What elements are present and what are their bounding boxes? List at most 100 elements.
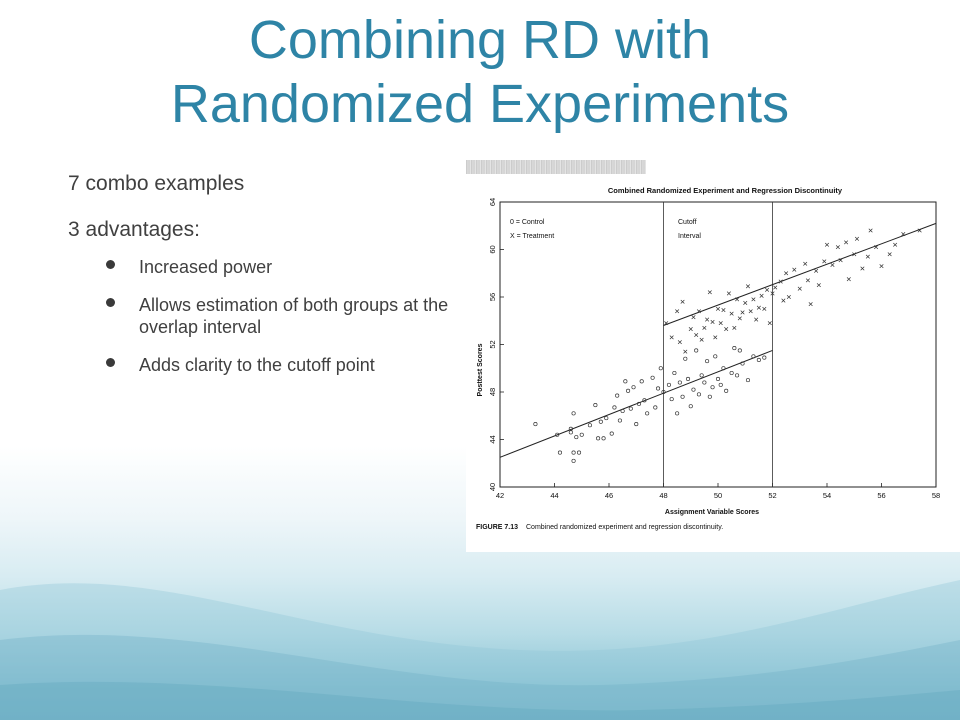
treatment-point bbox=[683, 349, 688, 354]
bullet-item: Adds clarity to the cutoff point bbox=[106, 354, 458, 376]
bullet-text: Adds clarity to the cutoff point bbox=[139, 355, 375, 375]
treatment-point-mark bbox=[797, 286, 802, 291]
treatment-point bbox=[805, 278, 810, 283]
control-point bbox=[579, 432, 584, 437]
treatment-point-mark bbox=[765, 287, 770, 292]
treatment-point-mark bbox=[830, 262, 835, 267]
control-point bbox=[639, 379, 644, 384]
slide-body: 7 combo examples 3 advantages: Increased… bbox=[68, 172, 458, 392]
treatment-point bbox=[707, 290, 712, 295]
treatment-point bbox=[724, 327, 729, 332]
treatment-point bbox=[865, 254, 870, 259]
treatment-point-mark bbox=[854, 236, 860, 241]
chart-title: Combined Randomized Experiment and Regre… bbox=[608, 186, 843, 195]
treatment-point-mark bbox=[675, 309, 680, 314]
treatment-point-mark bbox=[781, 298, 786, 303]
treatment-point bbox=[710, 319, 715, 324]
treatment-point-mark bbox=[705, 317, 710, 322]
treatment-point bbox=[721, 308, 726, 313]
treatment-point-mark bbox=[751, 297, 756, 302]
treatment-point bbox=[691, 315, 696, 320]
control-point bbox=[683, 356, 688, 361]
treatment-point bbox=[874, 245, 879, 250]
bullet-dot-icon bbox=[106, 298, 115, 307]
treatment-point bbox=[778, 279, 783, 284]
treatment-point bbox=[835, 245, 840, 250]
treatment-point bbox=[759, 293, 764, 298]
treatment-point-mark bbox=[868, 228, 873, 233]
body-line-combo-examples: 7 combo examples bbox=[68, 172, 245, 195]
control-point bbox=[571, 411, 576, 416]
treatment-point bbox=[715, 306, 721, 311]
control-point bbox=[702, 380, 707, 385]
treatment-point-mark bbox=[721, 308, 726, 313]
control-point bbox=[656, 386, 661, 391]
control-point bbox=[596, 436, 601, 441]
control-point bbox=[707, 394, 712, 399]
treatment-point bbox=[765, 287, 770, 292]
treatment-point-mark bbox=[786, 294, 791, 300]
treatment-point bbox=[792, 267, 797, 272]
treatment-point-mark bbox=[683, 349, 688, 354]
treatment-point bbox=[756, 305, 761, 310]
control-point bbox=[574, 435, 579, 440]
treatment-point-mark bbox=[710, 319, 715, 324]
treatment-point-mark bbox=[852, 252, 857, 257]
treatment-point bbox=[705, 317, 710, 322]
slide-title: Combining RD with Randomized Experiments bbox=[0, 8, 960, 136]
bullet-dot-icon bbox=[106, 260, 115, 269]
control-point bbox=[721, 366, 726, 371]
treatment-point-mark bbox=[702, 325, 707, 330]
treatment-point bbox=[718, 321, 723, 326]
scan-edge-decoration bbox=[466, 160, 646, 174]
treatment-point-mark bbox=[893, 242, 898, 247]
y-tick-label: 48 bbox=[488, 388, 497, 396]
treatment-point-mark bbox=[767, 321, 772, 326]
treatment-point-mark bbox=[754, 317, 759, 322]
treatment-point-mark bbox=[756, 305, 761, 310]
bullet-dot-icon bbox=[106, 358, 115, 367]
control-point bbox=[735, 373, 740, 378]
control-point bbox=[751, 354, 756, 359]
y-tick-label: 56 bbox=[488, 293, 497, 301]
control-point bbox=[631, 385, 636, 390]
x-tick-label: 56 bbox=[877, 491, 885, 500]
x-tick-label: 42 bbox=[496, 491, 504, 500]
regression-line-control bbox=[499, 349, 773, 458]
treatment-point bbox=[699, 337, 704, 342]
treatment-point-mark bbox=[838, 258, 843, 263]
control-point bbox=[645, 411, 650, 416]
control-point bbox=[658, 366, 663, 371]
bullet-text: Allows estimation of both groups at the … bbox=[139, 295, 449, 337]
treatment-point bbox=[838, 258, 843, 263]
y-tick-label: 52 bbox=[488, 340, 497, 348]
treatment-point-mark bbox=[773, 285, 778, 290]
control-point bbox=[568, 430, 573, 435]
control-point bbox=[568, 426, 573, 431]
treatment-point-mark bbox=[677, 340, 682, 345]
treatment-point bbox=[830, 262, 835, 267]
control-point bbox=[732, 346, 737, 351]
treatment-point bbox=[868, 228, 873, 233]
treatment-point-mark bbox=[784, 271, 789, 276]
legend-control: 0 = Control bbox=[510, 219, 545, 226]
regression-line-treatment bbox=[663, 222, 937, 326]
treatment-point-mark bbox=[824, 242, 830, 247]
treatment-point bbox=[737, 316, 742, 321]
treatment-point bbox=[669, 335, 674, 340]
control-point bbox=[650, 375, 655, 380]
control-point bbox=[653, 405, 658, 410]
background-wave-decoration bbox=[0, 580, 960, 720]
treatment-point bbox=[887, 252, 892, 257]
plot-frame bbox=[499, 201, 937, 488]
treatment-point bbox=[675, 309, 680, 314]
control-point bbox=[715, 376, 721, 381]
treatment-point-mark bbox=[917, 228, 922, 233]
x-tick-label: 54 bbox=[823, 491, 831, 500]
control-point bbox=[666, 382, 672, 387]
x-axis-label: Assignment Variable Scores bbox=[665, 509, 759, 516]
treatment-point-mark bbox=[745, 284, 751, 289]
treatment-point bbox=[822, 259, 827, 264]
treatment-point bbox=[688, 327, 693, 332]
